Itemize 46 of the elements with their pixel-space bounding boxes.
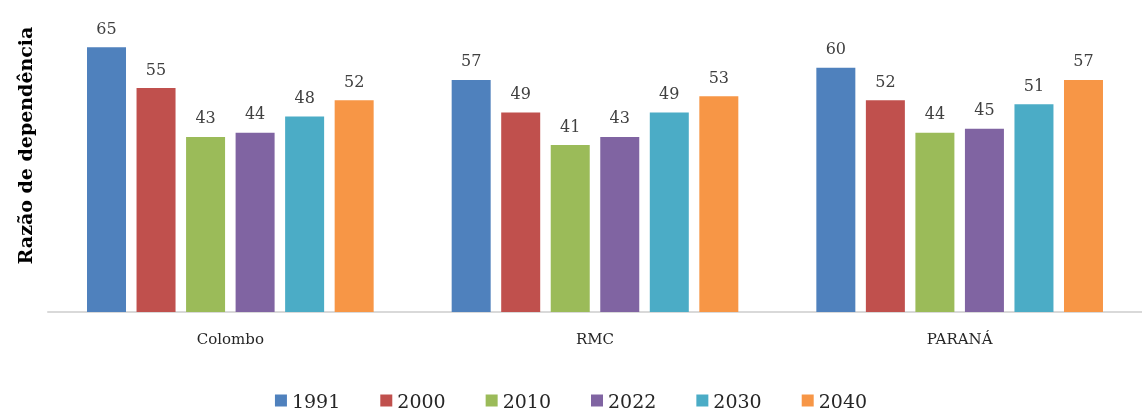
- data-label: 48: [294, 88, 315, 108]
- legend-label: 2022: [608, 389, 657, 412]
- x-tick-label: Colombo: [196, 329, 264, 348]
- legend-label: 2010: [502, 389, 552, 412]
- bar: [186, 136, 226, 312]
- data-label: 43: [609, 108, 630, 128]
- legend-label: 2040: [818, 389, 868, 412]
- bar: [550, 145, 590, 312]
- data-label: 51: [1023, 75, 1045, 95]
- legend-label: 2030: [713, 389, 762, 412]
- data-label: 49: [659, 84, 680, 103]
- data-label: 52: [875, 71, 896, 91]
- data-label: 45: [974, 100, 995, 120]
- data-label: 44: [924, 104, 946, 124]
- data-label: 60: [825, 39, 847, 59]
- bar: [1063, 79, 1103, 312]
- bar: [816, 67, 856, 312]
- data-label: 49: [510, 84, 531, 103]
- data-label: 44: [244, 104, 266, 124]
- bar: [285, 116, 325, 312]
- bar: [451, 79, 491, 312]
- y-axis-title: Razão de dependência: [13, 26, 36, 265]
- bar: [1014, 104, 1054, 312]
- bar: [915, 132, 955, 312]
- bar: [235, 132, 275, 312]
- data-label: 55: [145, 59, 167, 79]
- bar: [964, 128, 1004, 312]
- bar: [649, 112, 689, 312]
- bar: [600, 136, 640, 312]
- bar: [501, 112, 541, 312]
- data-label: 43: [195, 108, 216, 128]
- data-label: 41: [560, 116, 581, 136]
- bar: [699, 96, 739, 312]
- bar: [136, 88, 176, 312]
- data-label: 57: [461, 51, 482, 71]
- x-tick-label: RMC: [575, 329, 615, 348]
- data-label: 57: [1073, 51, 1094, 71]
- data-label: 65: [96, 18, 117, 38]
- bar: [865, 100, 905, 312]
- data-label: 53: [708, 67, 729, 87]
- bar: [334, 100, 374, 312]
- legend-label: 1991: [291, 389, 341, 412]
- x-tick-label: PARANÁ: [926, 329, 993, 348]
- legend-label: 2000: [397, 389, 446, 412]
- bar: [87, 47, 127, 312]
- data-label: 52: [343, 71, 365, 91]
